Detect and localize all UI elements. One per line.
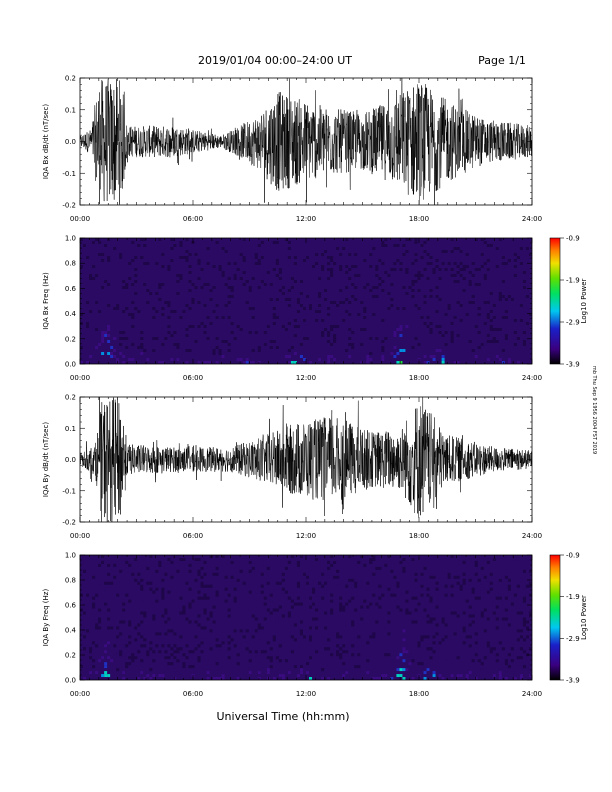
y-axis-label: IQA Bx dB/dt (nT/sec) — [42, 104, 50, 179]
colorbar-tick-label: -1.9 — [566, 593, 580, 601]
y-tick-label: 0.1 — [65, 106, 76, 114]
x-tick-label: 24:00 — [522, 690, 542, 698]
y-tick-label: -0.1 — [62, 487, 76, 495]
colorbar-tick-label: -1.9 — [566, 277, 580, 285]
spectrogram-cells-bx_spec — [80, 238, 532, 364]
x-tick-label: 24:00 — [522, 215, 542, 223]
y-tick-label: 0.2 — [65, 335, 76, 343]
panel-by: 00:00 06:00 12:00 18:00 24:00 -0.2 -0.1 0.0 0.1 0… — [42, 394, 542, 541]
x-tick-label: 00:00 — [70, 532, 90, 540]
colorbar-tick-label: -2.9 — [566, 319, 580, 327]
colorbar-label: Log10 Power — [580, 278, 588, 323]
colorbar-bx_spec — [549, 237, 561, 365]
x-tick-label: 24:00 — [522, 374, 542, 382]
x-tick-label: 06:00 — [183, 532, 203, 540]
colorbar-tick-label: -0.9 — [566, 235, 580, 243]
y-tick-label: -0.2 — [62, 202, 76, 210]
y-tick-label: 0.2 — [65, 652, 76, 660]
y-axis-label: IQA Bx Freq (Hz) — [42, 272, 50, 330]
trace-bx — [80, 78, 532, 205]
colorbar-tick-label: -3.9 — [566, 361, 580, 369]
panel-bx_spec: 00:00 06:00 12:00 18:00 24:00 0.0 0.2 0.4 0.6 0.8… — [42, 235, 542, 383]
x-tick-label: 18:00 — [409, 690, 429, 698]
x-tick-label: 00:00 — [70, 215, 90, 223]
side-stamp: mb Thu Sep 9 1956 2004 FST 2019 — [591, 366, 597, 454]
y-tick-label: 0.4 — [65, 310, 77, 318]
y-tick-label: 0.0 — [65, 456, 76, 464]
y-tick-label: 0.8 — [65, 577, 76, 585]
colorbar-by_spec — [549, 554, 561, 681]
y-tick-label: -0.1 — [62, 170, 76, 178]
y-tick-label: -0.2 — [62, 519, 76, 527]
x-axis-label: Universal Time (hh:mm) — [217, 710, 350, 723]
y-tick-label: 0.4 — [65, 627, 77, 635]
x-tick-label: 06:00 — [183, 690, 203, 698]
panel-bx: 00:00 06:00 12:00 18:00 24:00 -0.2 -0.1 0.0 0.1 0… — [42, 75, 542, 224]
x-tick-label: 06:00 — [183, 215, 203, 223]
colorbar-tick-label: -0.9 — [566, 552, 580, 560]
y-tick-label: 0.6 — [65, 602, 77, 610]
x-tick-label: 18:00 — [409, 532, 429, 540]
y-tick-label: 1.0 — [65, 552, 76, 560]
x-tick-label: 00:00 — [70, 374, 90, 382]
y-axis-label: IQA By dB/dt (nT/sec) — [42, 422, 50, 497]
x-tick-label: 06:00 — [183, 374, 203, 382]
y-tick-label: 0.0 — [65, 677, 76, 685]
x-tick-label: 18:00 — [409, 215, 429, 223]
page-number: Page 1/1 — [478, 54, 526, 67]
y-tick-label: 0.0 — [65, 138, 76, 146]
chart-title: 2019/01/04 00:00–24:00 UT — [198, 54, 352, 67]
x-tick-label: 12:00 — [296, 215, 316, 223]
spectrogram-cells-by_spec — [80, 555, 532, 680]
x-tick-label: 12:00 — [296, 374, 316, 382]
colorbar-label: Log10 Power — [580, 595, 588, 640]
y-tick-label: 0.6 — [65, 285, 77, 293]
y-axis-label: IQA By Freq (Hz) — [42, 589, 50, 647]
panel-by_spec: 00:00 06:00 12:00 18:00 24:00 0.0 0.2 0.4 0.6 0.8… — [42, 552, 542, 699]
x-tick-label: 18:00 — [409, 374, 429, 382]
y-tick-label: 0.2 — [65, 75, 76, 83]
y-tick-label: 0.0 — [65, 361, 76, 369]
colorbar-tick-label: -2.9 — [566, 635, 580, 643]
x-tick-label: 12:00 — [296, 690, 316, 698]
y-tick-label: 0.2 — [65, 394, 76, 402]
x-tick-label: 24:00 — [522, 532, 542, 540]
y-tick-label: 1.0 — [65, 235, 76, 243]
y-tick-label: 0.1 — [65, 425, 76, 433]
x-tick-label: 00:00 — [70, 690, 90, 698]
x-tick-label: 12:00 — [296, 532, 316, 540]
trace-by — [80, 397, 532, 522]
colorbar-tick-label: -3.9 — [566, 677, 580, 685]
y-tick-label: 0.8 — [65, 260, 76, 268]
